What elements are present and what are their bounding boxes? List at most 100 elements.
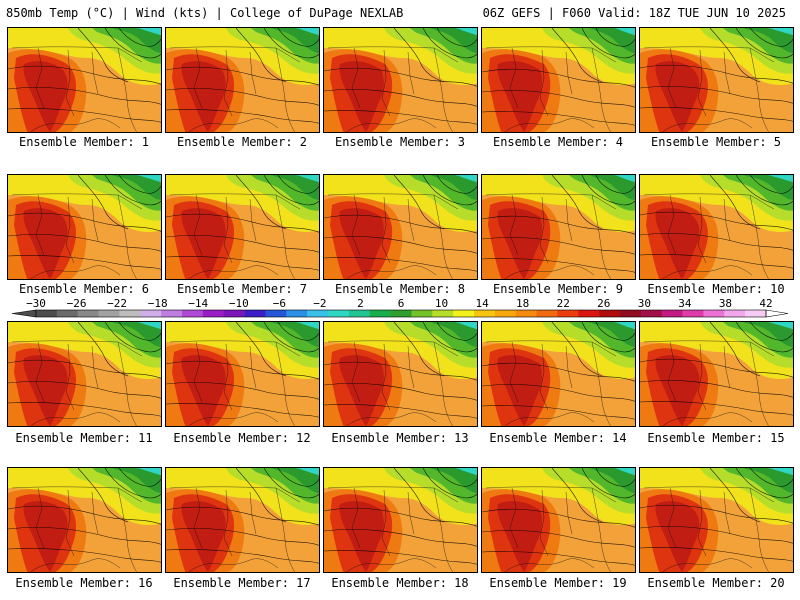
colorbar-tick-label: 42	[759, 297, 772, 310]
colorbar-tick-label: 10	[435, 297, 448, 310]
colorbar-swatch	[265, 310, 287, 317]
ensemble-map-panel	[323, 27, 478, 133]
ensemble-map-panel	[481, 27, 636, 133]
ensemble-map-panel	[7, 321, 162, 427]
colorbar-swatch	[432, 310, 454, 317]
colorbar-swatch	[348, 310, 371, 317]
ensemble-member-label: Ensemble Member: 13	[331, 431, 469, 445]
temperature-map	[482, 322, 635, 426]
colorbar-swatch	[182, 310, 204, 317]
ensemble-member-label: Ensemble Member: 16	[15, 576, 153, 590]
ensemble-map-panel	[639, 174, 794, 280]
colorbar-tick-label: 6	[398, 297, 405, 310]
ensemble-member-label: Ensemble Member: 5	[650, 135, 782, 149]
colorbar-tick-label: 34	[678, 297, 692, 310]
temperature-map	[640, 468, 793, 572]
colorbar-swatch	[390, 310, 412, 317]
temperature-map	[166, 468, 319, 572]
ensemble-member-label: Ensemble Member: 18	[331, 576, 469, 590]
colorbar-swatch	[557, 310, 579, 317]
colorbar-tick-label: 38	[719, 297, 732, 310]
temperature-map	[640, 175, 793, 279]
colorbar-swatch	[620, 310, 642, 317]
ensemble-member-label: Ensemble Member: 14	[489, 431, 627, 445]
ensemble-map-panel	[323, 321, 478, 427]
temperature-map	[8, 468, 161, 572]
ensemble-map-panel	[639, 321, 794, 427]
ensemble-map-panel	[323, 467, 478, 573]
ensemble-map-panel	[7, 27, 162, 133]
colorbar-swatch	[328, 310, 350, 317]
ensemble-member-label: Ensemble Member: 17	[173, 576, 311, 590]
temperature-map	[482, 468, 635, 572]
colorbar-swatch	[244, 310, 266, 317]
ensemble-member-label: Ensemble Member: 19	[489, 576, 627, 590]
temperature-map	[166, 28, 319, 132]
colorbar-swatch	[599, 310, 621, 317]
ensemble-map-panel	[481, 321, 636, 427]
colorbar-swatch	[36, 310, 58, 317]
temperature-map	[8, 28, 161, 132]
temperature-map	[324, 175, 477, 279]
colorbar-swatch	[223, 310, 245, 317]
ensemble-member-label: Ensemble Member: 2	[176, 135, 308, 149]
colorbar-swatch	[494, 310, 517, 317]
colorbar-swatch	[119, 310, 141, 317]
temperature-map	[324, 468, 477, 572]
colorbar-swatch	[307, 310, 329, 317]
ensemble-map-panel	[165, 321, 320, 427]
colorbar-tick-label: 18	[516, 297, 529, 310]
ensemble-map-panel	[7, 174, 162, 280]
ensemble-member-label: Ensemble Member: 3	[334, 135, 466, 149]
ensemble-map-panel	[165, 467, 320, 573]
colorbar-swatch	[536, 310, 558, 317]
colorbar-swatch	[474, 310, 496, 317]
colorbar-swatch	[98, 310, 120, 317]
colorbar-swatch	[640, 310, 663, 317]
ensemble-member-label: Ensemble Member: 1	[18, 135, 150, 149]
colorbar-swatch	[453, 310, 475, 317]
temperature-map	[482, 175, 635, 279]
colorbar-tick-label: −2	[313, 297, 326, 310]
colorbar-frame	[35, 309, 767, 318]
colorbar-tick-label: −30	[26, 297, 46, 310]
ensemble-map-panel	[481, 174, 636, 280]
colorbar-tick-label: 2	[357, 297, 364, 310]
chart-title: 850mb Temp (°C) | Wind (kts) | College o…	[6, 6, 404, 20]
ensemble-map-panel	[7, 467, 162, 573]
colorbar-tick-label: −26	[67, 297, 87, 310]
colorbar-tick-label: −14	[188, 297, 208, 310]
colorbar-swatch	[682, 310, 704, 317]
colorbar-swatch	[411, 310, 433, 317]
temperature-map	[482, 28, 635, 132]
ensemble-member-label: Ensemble Member: 11	[15, 431, 153, 445]
ensemble-map-panel	[639, 467, 794, 573]
colorbar-tick-label: −22	[107, 297, 127, 310]
colorbar-swatch	[724, 310, 746, 317]
temperature-map	[324, 322, 477, 426]
ensemble-member-label: Ensemble Member: 15	[647, 431, 785, 445]
colorbar-swatch	[369, 310, 391, 317]
ensemble-map-panel	[165, 174, 320, 280]
colorbar-swatch	[286, 310, 308, 317]
colorbar-tick-label: −18	[148, 297, 168, 310]
colorbar-swatch	[661, 310, 683, 317]
ensemble-member-label: Ensemble Member: 7	[176, 282, 308, 296]
colorbar-tick-label: −6	[273, 297, 286, 310]
temperature-map	[166, 322, 319, 426]
colorbar-tick-label: 26	[597, 297, 610, 310]
colorbar-low-arrow	[11, 309, 37, 318]
temperature-map	[166, 175, 319, 279]
colorbar-swatch	[703, 310, 725, 317]
colorbar-tick-label: 14	[475, 297, 489, 310]
colorbar-tick-label: 22	[557, 297, 570, 310]
colorbar-swatch	[56, 310, 79, 317]
colorbar-swatch	[140, 310, 162, 317]
temperature-map	[324, 28, 477, 132]
colorbar-high-arrow	[765, 309, 789, 318]
ensemble-member-label: Ensemble Member: 6	[18, 282, 150, 296]
ensemble-member-label: Ensemble Member: 4	[492, 135, 624, 149]
temperature-map	[640, 28, 793, 132]
ensemble-member-label: Ensemble Member: 9	[492, 282, 624, 296]
ensemble-map-panel	[165, 27, 320, 133]
